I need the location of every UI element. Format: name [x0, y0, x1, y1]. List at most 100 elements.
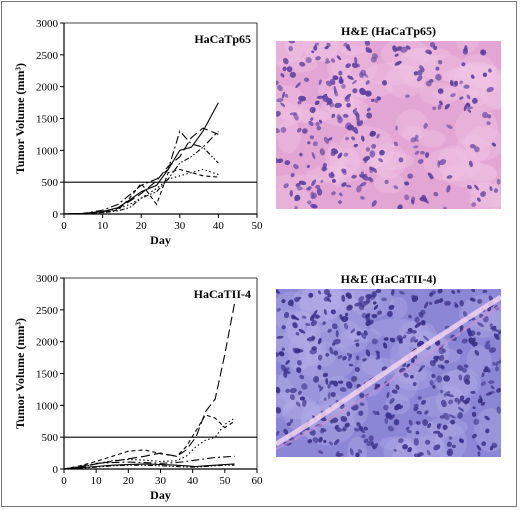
histology-nucleus	[384, 417, 389, 424]
histology-nucleus	[463, 84, 470, 89]
histology-nucleus	[345, 63, 351, 69]
histology-nucleus	[296, 367, 302, 374]
histology-nucleus	[403, 372, 409, 378]
histology-nucleus	[391, 289, 395, 296]
histology-nucleus	[476, 197, 481, 202]
histology-stroma-patch	[296, 103, 323, 124]
histology-nucleus	[471, 202, 477, 208]
histology-nucleus	[339, 192, 343, 197]
histology-nucleus	[351, 136, 356, 141]
histology-nucleus	[348, 363, 354, 367]
histology-nucleus	[285, 359, 290, 365]
histology-nucleus	[322, 372, 329, 378]
histology-nucleus	[493, 333, 500, 340]
chart-1-y-axis-label: Tumor Volume (mm³)	[13, 63, 27, 174]
histology-nucleus	[406, 430, 412, 434]
histology-nucleus	[345, 45, 352, 52]
histology-stroma-patch	[442, 162, 498, 188]
histology-stroma-patch	[331, 57, 353, 78]
histology-nucleus	[421, 194, 427, 200]
histology-nucleus	[332, 380, 339, 387]
histology-nucleus	[437, 88, 444, 94]
histology-nucleus	[410, 196, 416, 204]
histology-nucleus	[410, 137, 417, 143]
histology-nucleus	[369, 178, 374, 183]
histology-nucleus	[290, 173, 295, 178]
histology-nucleus	[449, 414, 456, 419]
histology-nucleus	[281, 91, 285, 99]
histology-nucleus	[339, 314, 344, 321]
histology-nucleus	[343, 42, 348, 47]
histology-nucleus	[484, 343, 491, 350]
histology-nucleus	[420, 399, 427, 405]
histology-nucleus	[325, 353, 330, 357]
histology-nucleus	[369, 131, 377, 137]
histology-nucleus	[361, 312, 368, 319]
chart-2-x-tick-label: 40	[187, 475, 199, 487]
histology-nucleus	[276, 430, 280, 436]
histology-nucleus	[298, 95, 307, 102]
histology-nucleus	[417, 395, 422, 400]
histology-stroma-patch	[419, 82, 459, 106]
histology-nucleus	[443, 206, 447, 209]
chart-2-x-tick-label: 10	[91, 475, 103, 487]
histology-nucleus	[437, 289, 443, 294]
histology-nucleus	[403, 334, 407, 339]
histology-nucleus	[276, 110, 281, 117]
histology-nucleus	[299, 396, 306, 401]
histology-nucleus	[276, 158, 284, 164]
histology-stroma-patch	[383, 437, 416, 457]
histology-nucleus	[419, 365, 426, 370]
histology-nucleus	[289, 387, 297, 394]
histology-nucleus	[366, 107, 371, 112]
histology-nucleus	[299, 152, 303, 157]
histology-nucleus	[359, 392, 365, 399]
histology-nucleus	[319, 386, 324, 392]
histology-nucleus	[328, 441, 334, 446]
histology-nucleus	[355, 452, 360, 457]
histology-nucleus	[431, 374, 436, 379]
histology-nucleus	[358, 449, 363, 454]
histology-nucleus	[311, 50, 315, 54]
histology-nucleus	[323, 296, 330, 302]
histology-nucleus	[495, 360, 499, 367]
histology-nucleus	[323, 136, 330, 144]
histology-nucleus	[490, 325, 497, 330]
histology-nucleus	[480, 381, 486, 387]
histology-nucleus	[467, 109, 472, 113]
histology-nucleus	[342, 170, 347, 176]
histology-nucleus	[410, 374, 414, 379]
histology-nucleus	[296, 186, 303, 191]
histology-nucleus	[330, 391, 336, 398]
histology-nucleus	[450, 93, 456, 98]
histology-nucleus	[440, 365, 445, 370]
histology-nucleus	[439, 389, 444, 394]
histology-nucleus	[324, 45, 329, 50]
histology-stroma-patch	[412, 435, 446, 457]
histology-nucleus	[358, 410, 364, 417]
chart-1-x-axis-label: Day	[150, 233, 171, 247]
histology-nucleus	[339, 387, 347, 392]
histology-nucleus	[317, 364, 322, 370]
histology-nucleus	[394, 60, 402, 66]
histology-nucleus	[406, 363, 411, 368]
histology-nucleus	[318, 290, 322, 295]
chart-2-y-tick-label: 0	[53, 464, 59, 476]
histology-nucleus	[437, 103, 442, 110]
chart-2-y-tick-label: 1000	[36, 400, 59, 412]
chart-2-series-line-1	[63, 303, 236, 470]
chart-1-series-line-4	[63, 168, 219, 215]
histology-nucleus	[310, 320, 317, 327]
histology-nucleus	[456, 289, 461, 293]
histology-nucleus	[377, 310, 382, 315]
chart-2-x-axis-label: Day	[150, 488, 171, 502]
histology-stroma-patch	[363, 62, 420, 86]
histology-nucleus	[354, 339, 360, 343]
histology-nucleus	[327, 328, 332, 333]
histology-nucleus	[276, 335, 284, 339]
histology-nucleus	[351, 174, 357, 179]
histology-nucleus	[414, 322, 422, 328]
histology-nucleus	[466, 102, 471, 108]
histology-nucleus	[441, 399, 447, 408]
histology-nucleus	[432, 384, 436, 389]
